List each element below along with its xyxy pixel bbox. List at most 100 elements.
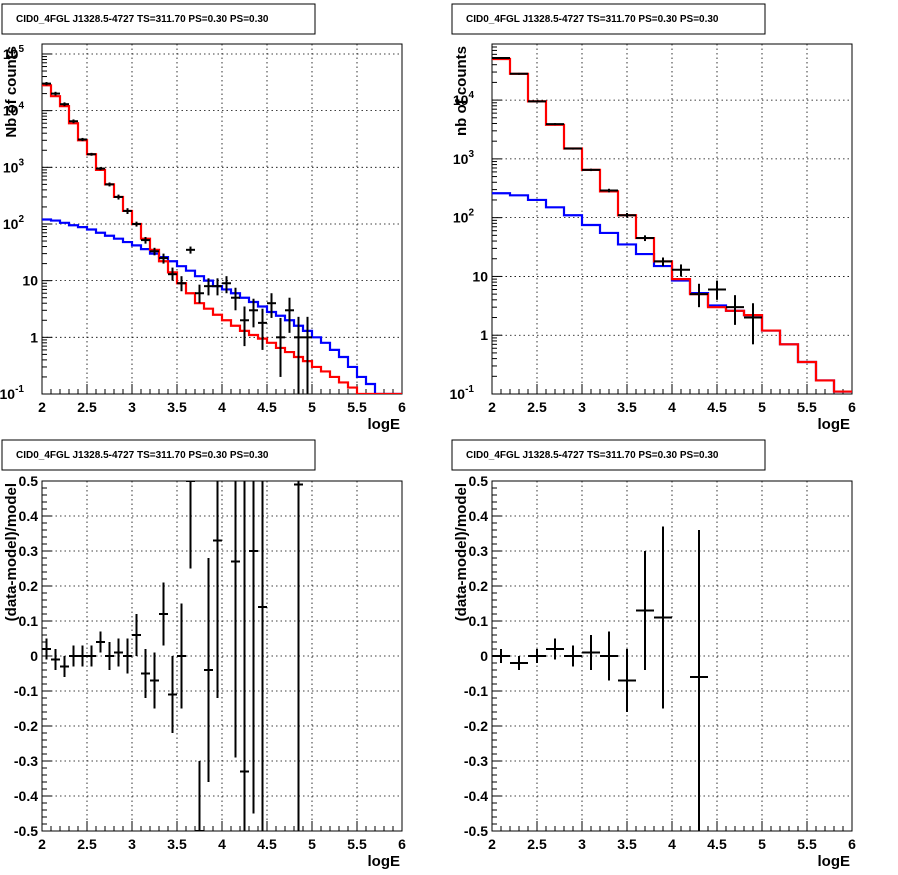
y-tick-label: 10-1 <box>0 384 24 402</box>
data-point <box>105 642 114 670</box>
data-point <box>168 267 177 281</box>
data-point <box>204 558 213 782</box>
data-point <box>213 481 222 698</box>
data-point <box>285 297 294 333</box>
data-point <box>60 656 69 677</box>
data-point <box>618 213 636 218</box>
data-point <box>528 100 546 103</box>
y-tick-label: 10 <box>22 273 38 289</box>
chart-title: CID0_4FGL J1328.5-4727 TS=311.70 PS=0.30… <box>16 14 269 25</box>
data-point <box>42 638 51 660</box>
data-point <box>564 147 582 150</box>
data-point <box>231 481 240 758</box>
plot-frame <box>41 43 403 395</box>
data-point <box>213 278 222 296</box>
data-point <box>690 530 708 831</box>
data-point <box>564 645 582 667</box>
x-tick-label: 3.5 <box>617 399 637 415</box>
data-point <box>258 481 267 831</box>
data-point <box>528 649 546 663</box>
data-point <box>294 316 303 394</box>
data-point <box>546 123 564 126</box>
data-point <box>51 649 60 670</box>
y-tick-exponent: 2 <box>468 208 474 219</box>
data-point <box>114 638 123 667</box>
data-point <box>195 284 204 304</box>
y-tick-label: -0.5 <box>464 823 488 839</box>
y-tick-label: -0.4 <box>464 788 488 804</box>
data-point <box>141 236 150 244</box>
chart-title-box <box>1 3 316 35</box>
x-tick-label: 5 <box>758 399 766 415</box>
x-tick-label: 5.5 <box>797 399 817 415</box>
data-layer <box>492 526 708 831</box>
y-tick-label: -0.1 <box>14 683 38 699</box>
y-tick-label: 0.1 <box>19 613 39 629</box>
x-tick-label: 6 <box>398 399 406 415</box>
data-point <box>195 761 204 831</box>
y-tick-label: 0 <box>480 648 488 664</box>
data-point <box>600 631 618 681</box>
chart-title: CID0_4FGL J1328.5-4727 TS=311.70 PS=0.30… <box>16 450 269 461</box>
x-tick-label: 3.5 <box>167 399 187 415</box>
data-point <box>96 167 105 171</box>
x-tick-label: 3.5 <box>167 836 187 852</box>
y-tick-label: 0.5 <box>469 473 489 489</box>
data-point <box>708 280 726 300</box>
data-point <box>582 635 600 670</box>
y-tick-label: 1 <box>480 327 488 343</box>
data-point <box>240 306 249 347</box>
x-tick-label: 3 <box>578 836 586 852</box>
x-tick-label: 2.5 <box>527 836 547 852</box>
y-tick-label: -0.5 <box>14 823 38 839</box>
data-point <box>690 283 708 308</box>
y-tick-exponent: -1 <box>15 384 24 395</box>
data-point <box>60 102 69 107</box>
data-point <box>42 82 51 86</box>
data-layer <box>42 481 303 831</box>
data-point <box>582 168 600 172</box>
chart-title: CID0_4FGL J1328.5-4727 TS=311.70 PS=0.30… <box>466 14 719 25</box>
x-tick-label: 5.5 <box>347 399 367 415</box>
data-point <box>222 276 231 294</box>
x-tick-label: 3 <box>128 836 136 852</box>
x-tick-label: 5.5 <box>347 836 367 852</box>
data-point <box>186 481 195 569</box>
data-point <box>51 91 60 96</box>
y-tick-label: -0.3 <box>14 753 38 769</box>
data-point <box>600 188 618 193</box>
data-point <box>636 551 654 670</box>
y-tick-label: 0.1 <box>469 613 489 629</box>
data-point <box>726 295 744 325</box>
data-point <box>159 253 168 264</box>
data-point <box>159 582 168 646</box>
y-tick-label: 0 <box>30 648 38 664</box>
y-tick-exponent: 4 <box>18 101 24 112</box>
data-point <box>132 614 141 656</box>
data-point <box>87 645 96 667</box>
y-tick-label: 0.4 <box>19 508 39 524</box>
data-point <box>150 652 159 709</box>
x-tick-label: 5 <box>758 836 766 852</box>
chart-panel-1: CID0_4FGL J1328.5-4727 TS=311.70 PS=0.30… <box>0 3 406 433</box>
data-point <box>618 649 636 712</box>
chart-panel-2: CID0_4FGL J1328.5-4727 TS=311.70 PS=0.30… <box>450 3 856 433</box>
chart-panel-3: CID0_4FGL J1328.5-4727 TS=311.70 PS=0.30… <box>1 439 406 870</box>
x-tick-label: 6 <box>848 836 856 852</box>
data-point <box>114 194 123 200</box>
y-tick-exponent: 2 <box>18 214 24 225</box>
data-point <box>303 316 312 394</box>
data-point <box>141 649 150 698</box>
x-tick-label: 5 <box>308 836 316 852</box>
y-tick-label: 0.5 <box>19 473 39 489</box>
data-point <box>672 264 690 277</box>
data-point <box>492 57 510 60</box>
x-tick-label: 4.5 <box>707 836 727 852</box>
data-point <box>186 246 195 254</box>
x-axis-label: logE <box>818 853 851 870</box>
data-point <box>654 526 672 709</box>
data-point <box>276 317 285 377</box>
